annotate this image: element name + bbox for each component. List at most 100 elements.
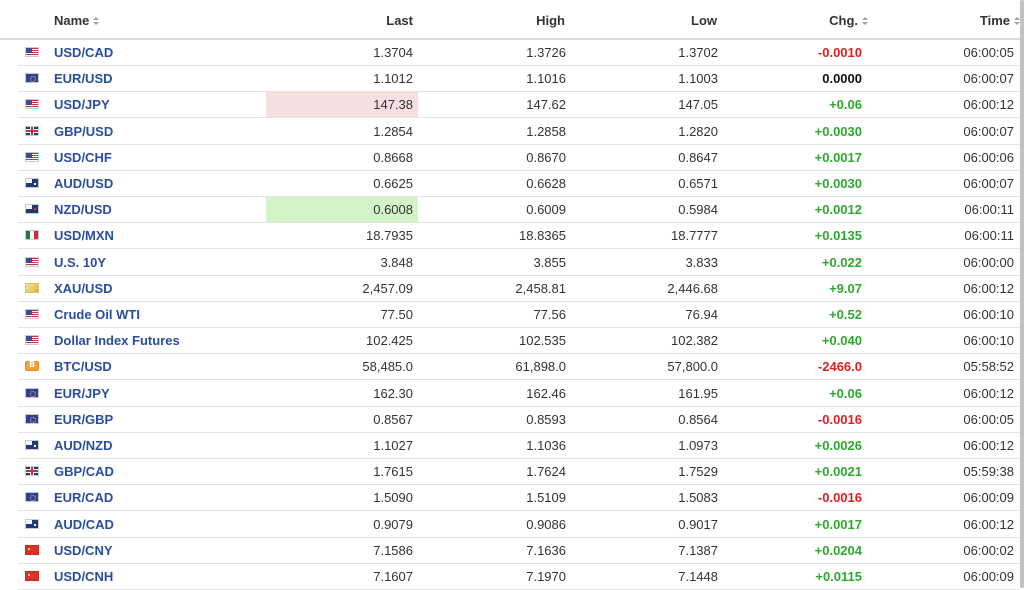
table-row[interactable]: AUD/CAD 0.9079 0.9086 0.9017 +0.0017 06:00:12 <box>18 512 1020 538</box>
last-value: 0.8668 <box>373 149 413 165</box>
high-value: 147.62 <box>526 97 566 113</box>
instrument-link[interactable]: EUR/JPY <box>54 385 110 401</box>
change-value: -2466.0 <box>817 359 862 375</box>
table-row[interactable]: U.S. 10Y 3.848 3.855 3.833 +0.022 06:00:00 <box>18 250 1020 276</box>
instrument-link[interactable]: NZD/USD <box>54 202 112 218</box>
time-value: 06:00:09 <box>963 569 1014 584</box>
table-row[interactable]: EUR/USD 1.1012 1.1016 1.1003 0.0000 06:00:07 <box>18 66 1020 93</box>
instrument-link[interactable]: AUD/CAD <box>54 516 114 532</box>
table-row[interactable]: AUD/NZD 1.1027 1.1036 1.0973 +0.0026 06:00:12 <box>18 433 1020 459</box>
scrollbar-thumb[interactable] <box>1020 0 1024 588</box>
instrument-link[interactable]: GBP/CAD <box>54 464 114 480</box>
high-value: 0.6009 <box>526 202 566 218</box>
us-flag-icon <box>25 256 39 267</box>
time-value: 06:00:12 <box>963 280 1014 296</box>
table-row[interactable]: NZD/USD 0.6008 0.6009 0.5984 +0.0012 06:00:11 <box>18 197 1020 224</box>
table-row[interactable]: USD/CNH 7.1607 7.1970 7.1448 +0.0115 06:00:09 <box>18 564 1020 590</box>
vertical-scrollbar[interactable] <box>1020 0 1024 588</box>
time-value: 06:00:11 <box>964 202 1014 218</box>
instrument-link[interactable]: USD/CNH <box>54 569 114 584</box>
instrument-link[interactable]: AUD/NZD <box>54 438 113 453</box>
name-column-header[interactable]: Name <box>54 13 100 28</box>
last-value: 7.1586 <box>373 542 413 558</box>
change-value: +0.0115 <box>815 569 862 584</box>
instrument-link[interactable]: Crude Oil WTI <box>54 307 140 322</box>
last-value: 102.425 <box>366 333 413 349</box>
time-value: 06:00:07 <box>963 71 1014 87</box>
table-row[interactable]: USD/CNY 7.1586 7.1636 7.1387 +0.0204 06:00:02 <box>18 538 1020 564</box>
high-value: 3.855 <box>533 254 566 270</box>
instrument-link[interactable]: EUR/USD <box>54 71 113 87</box>
time-value: 06:00:10 <box>963 333 1014 349</box>
table-row[interactable]: EUR/GBP 0.8567 0.8593 0.8564 -0.0016 06:00:05 <box>18 407 1020 433</box>
last-value: 1.1012 <box>373 71 413 87</box>
low-value: 3.833 <box>685 254 718 270</box>
low-value: 161.95 <box>678 385 718 401</box>
low-value: 1.3702 <box>678 45 718 60</box>
instrument-link[interactable]: XAU/USD <box>54 280 113 296</box>
low-value: 7.1448 <box>678 569 718 584</box>
table-row[interactable]: AUD/USD 0.6625 0.6628 0.6571 +0.0030 06:00:07 <box>18 171 1020 197</box>
au-flag-icon <box>25 518 39 529</box>
low-value: 1.5083 <box>678 490 718 506</box>
high-value: 162.46 <box>526 385 566 401</box>
table-row[interactable]: GBP/CAD 1.7615 1.7624 1.7529 +0.0021 05:59:38 <box>18 459 1020 486</box>
mx-flag-icon <box>25 230 39 241</box>
low-value: 57,800.0 <box>667 359 718 375</box>
last-value: 1.1027 <box>373 438 413 453</box>
last-value: 3.848 <box>380 254 413 270</box>
change-value: +0.0204 <box>814 542 862 558</box>
change-value: +9.07 <box>829 280 862 296</box>
low-value: 2,446.68 <box>667 280 718 296</box>
table-row[interactable]: USD/CAD 1.3704 1.3726 1.3702 -0.0010 06:00:05 <box>18 40 1020 66</box>
time-header-label: Time <box>979 13 1010 28</box>
last-value: 18.7935 <box>366 228 413 244</box>
table-row[interactable]: EUR/JPY 162.30 162.46 161.95 +0.06 06:00:12 <box>18 381 1020 407</box>
instrument-link[interactable]: USD/CAD <box>54 45 114 60</box>
time-value: 06:00:09 <box>963 490 1014 506</box>
table-row[interactable]: USD/MXN 18.7935 18.8365 18.7777 +0.0135 06:00… <box>18 223 1020 250</box>
table-row[interactable]: GBP/USD 1.2854 1.2858 1.2820 +0.0030 06:00:07 <box>18 119 1020 145</box>
table-row[interactable]: Crude Oil WTI 77.50 77.56 76.94 +0.52 06:00:1… <box>18 302 1020 328</box>
time-value: 06:00:06 <box>963 149 1014 165</box>
instrument-link[interactable]: AUD/USD <box>54 176 114 191</box>
high-value: 1.3726 <box>526 45 566 60</box>
low-value: 76.94 <box>685 307 718 322</box>
table-row[interactable]: Dollar Index Futures 102.425 102.535 102.38… <box>18 328 1020 355</box>
instrument-link[interactable]: EUR/CAD <box>54 490 114 506</box>
table-row[interactable]: USD/JPY 147.38 147.62 147.05 +0.06 06:00:12 <box>18 92 1020 119</box>
us-flag-icon <box>25 335 39 346</box>
cn-flag-icon <box>25 571 39 581</box>
instrument-link[interactable]: USD/CNY <box>54 542 113 558</box>
instrument-link[interactable]: GBP/USD <box>54 123 114 139</box>
chg-column-header[interactable]: Chg. <box>829 13 868 28</box>
last-value: 7.1607 <box>373 569 413 584</box>
change-value: +0.06 <box>829 97 862 113</box>
instrument-link[interactable]: EUR/GBP <box>54 411 114 427</box>
table-row[interactable]: BTC/USD 58,485.0 61,898.0 57,800.0 -2466.0 05… <box>18 354 1020 381</box>
time-value: 06:00:07 <box>963 176 1014 191</box>
instrument-link[interactable]: USD/CHF <box>54 149 112 165</box>
last-value: 0.6625 <box>373 176 413 191</box>
low-value: 1.2820 <box>678 123 718 139</box>
time-column-header[interactable]: Time <box>979 13 1020 28</box>
chg-header-label: Chg. <box>829 13 858 28</box>
table-row[interactable]: USD/CHF 0.8668 0.8670 0.8647 +0.0017 06:00:06 <box>18 145 1020 171</box>
last-value: 2,457.09 <box>362 280 413 296</box>
instrument-link[interactable]: USD/MXN <box>54 228 114 244</box>
instrument-link[interactable]: BTC/USD <box>54 359 112 375</box>
time-value: 06:00:10 <box>963 307 1014 322</box>
time-value: 06:00:02 <box>963 542 1014 558</box>
instrument-link[interactable]: U.S. 10Y <box>54 254 107 270</box>
change-value: +0.0026 <box>814 438 862 453</box>
change-value: +0.0021 <box>814 464 862 480</box>
change-value: +0.040 <box>821 333 862 349</box>
table-row[interactable]: XAU/USD 2,457.09 2,458.81 2,446.68 +9.07 06:0… <box>18 276 1020 302</box>
low-value: 0.5984 <box>678 202 718 218</box>
high-value: 1.1016 <box>526 71 566 87</box>
instrument-link[interactable]: USD/JPY <box>54 97 110 113</box>
us-flag-icon <box>25 309 39 319</box>
table-row[interactable]: EUR/CAD 1.5090 1.5109 1.5083 -0.0016 06:00:09 <box>18 485 1020 512</box>
high-value: 7.1636 <box>526 542 566 558</box>
instrument-link[interactable]: Dollar Index Futures <box>54 333 180 349</box>
